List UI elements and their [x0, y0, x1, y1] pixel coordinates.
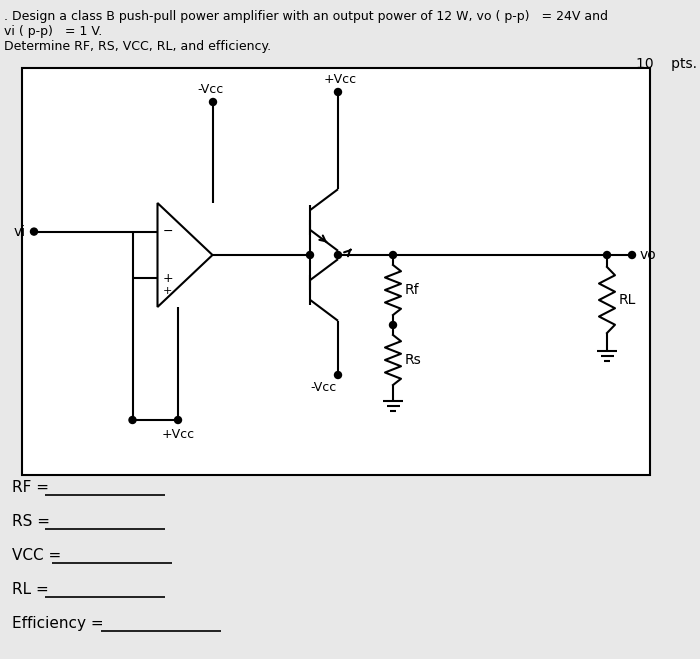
Text: RS =: RS = [12, 514, 50, 529]
Circle shape [335, 372, 342, 378]
Circle shape [335, 252, 342, 258]
Text: Rf: Rf [405, 283, 419, 297]
Text: +: + [163, 287, 172, 297]
Text: Efficiency =: Efficiency = [12, 616, 104, 631]
Circle shape [307, 252, 314, 258]
Text: vo: vo [640, 248, 657, 262]
Text: VCC =: VCC = [12, 548, 62, 563]
Text: −: − [162, 225, 173, 238]
Circle shape [629, 252, 636, 258]
Text: Determine RF, RS, VCC, RL, and efficiency.: Determine RF, RS, VCC, RL, and efficienc… [4, 40, 271, 53]
Text: Rs: Rs [405, 353, 421, 367]
Text: vi: vi [14, 225, 26, 239]
Text: -Vcc: -Vcc [198, 83, 224, 96]
Bar [22, 68, 650, 475]
Text: RF =: RF = [12, 480, 49, 495]
Circle shape [335, 88, 342, 96]
Circle shape [389, 322, 396, 328]
Circle shape [174, 416, 181, 424]
Text: +Vcc: +Vcc [323, 73, 356, 86]
Text: . Design a class B push-pull power amplifier with an output power of 12 W, vo ( : . Design a class B push-pull power ampli… [4, 10, 608, 23]
Text: RL: RL [619, 293, 636, 307]
Text: +Vcc: +Vcc [162, 428, 195, 441]
Text: 10    pts.: 10 pts. [636, 57, 697, 71]
Circle shape [389, 252, 396, 258]
Text: +: + [162, 272, 173, 285]
Circle shape [603, 252, 610, 258]
Text: -Vcc: -Vcc [310, 381, 336, 394]
Text: vi ( p-p)   = 1 V.: vi ( p-p) = 1 V. [4, 25, 102, 38]
Circle shape [129, 416, 136, 424]
Text: RL =: RL = [12, 582, 49, 597]
Circle shape [31, 228, 38, 235]
Circle shape [209, 98, 216, 105]
